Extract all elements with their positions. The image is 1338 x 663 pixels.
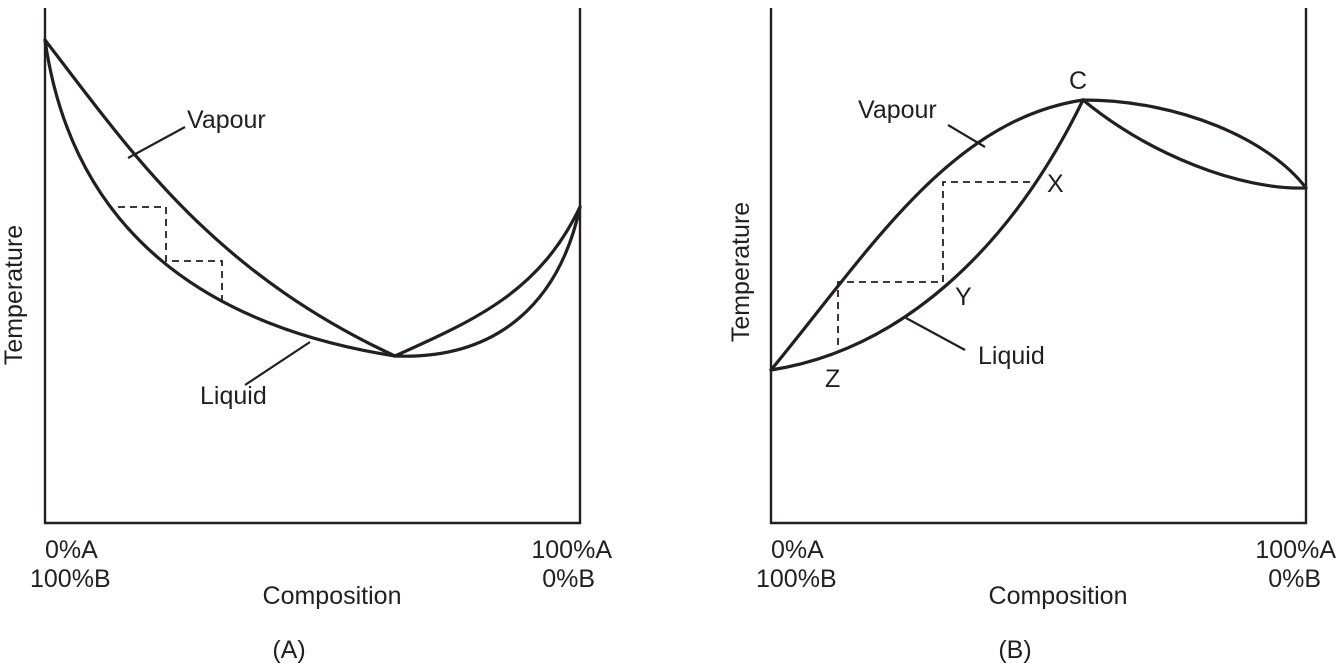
panel-b-left-tick-line1: 0%A [771, 536, 824, 564]
panel-a-vapour-curve-right [393, 205, 582, 358]
panel-a-liquid-curve-right [393, 205, 582, 358]
panel-b-point-z-label: Z [825, 365, 840, 393]
panel-b: Vapour Liquid C X Y Z Temperature 0%A 10… [727, 8, 1336, 663]
panel-b-distillation-steps [837, 181, 1030, 350]
panel-b-vapour-curve-right [1081, 98, 1308, 190]
panel-a-liquid-curve-left [43, 38, 397, 358]
panel-b-caption: (B) [998, 636, 1031, 663]
panel-b-point-y-label: Y [955, 283, 972, 311]
panel-a-left-tick-line1: 0%A [45, 536, 98, 564]
panel-b-vapour-leader [947, 124, 986, 148]
panel-b-vapour-label: Vapour [858, 96, 937, 124]
panel-a-liquid-label: Liquid [200, 382, 267, 410]
panel-a-distillation-steps [118, 206, 223, 302]
panel-b-right-tick-line1: 100%A [1255, 536, 1336, 564]
panel-a: Vapour Liquid Temperature 0%A 100%B 100%… [0, 8, 612, 663]
panel-a-x-axis-label: Composition [263, 582, 402, 610]
panel-a-vapour-leader [127, 126, 186, 159]
panel-a-vapour-label: Vapour [187, 106, 266, 134]
panel-a-liquid-leader [244, 341, 311, 386]
panel-a-left-tick-line2: 100%B [30, 565, 111, 593]
panel-b-right-tick-line2: 0%B [1268, 565, 1321, 593]
panel-a-right-tick-line1: 100%A [531, 536, 612, 564]
panel-b-liquid-curve-right [1081, 98, 1308, 190]
panel-b-x-axis-label: Composition [989, 582, 1128, 610]
panel-b-y-axis-label: Temperature [727, 202, 755, 342]
panel-a-y-axis-label: Temperature [0, 225, 28, 365]
panel-b-point-c-label: C [1069, 67, 1087, 95]
panel-b-left-tick-line2: 100%B [756, 565, 837, 593]
panel-a-right-tick-line2: 0%B [542, 565, 595, 593]
panel-b-liquid-leader [905, 317, 966, 351]
panel-b-vapour-curve-left [769, 98, 1085, 372]
panel-a-vapour-curve-left [43, 38, 397, 358]
panel-a-caption: (A) [272, 636, 305, 663]
panel-b-point-x-label: X [1047, 170, 1064, 198]
panel-b-liquid-curve-left [769, 98, 1085, 372]
panel-b-liquid-label: Liquid [978, 342, 1045, 370]
